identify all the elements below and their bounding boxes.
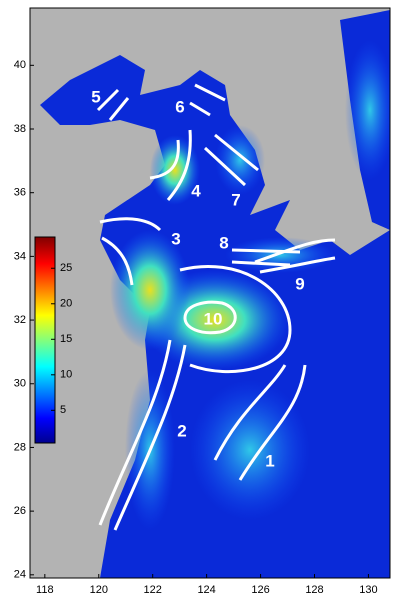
region-label: 8 [219,233,228,252]
x-tick-label: 130 [359,584,377,596]
colorbar-tick-label: 20 [60,298,72,310]
x-tick-label: 120 [90,584,108,596]
colorbar-tick-label: 15 [60,333,72,345]
plot-frame [29,7,391,579]
region-label: 6 [175,97,184,116]
high-zone [150,135,200,205]
colorbar-tick-label: 25 [60,262,72,274]
x-tick-label: 128 [305,584,323,596]
x-tick-label: 126 [251,584,269,596]
y-tick-label: 40 [14,59,26,71]
y-tick-label: 30 [14,378,26,390]
region-label: 7 [231,190,240,209]
y-tick-label: 38 [14,123,26,135]
region-label: 5 [91,87,100,106]
x-tick-label: 122 [144,584,162,596]
region-label: 3 [171,229,180,248]
colorbar-tick-label: 5 [60,404,66,416]
y-tick-label: 32 [14,314,26,326]
high-zone [190,380,310,520]
x-tick-label: 124 [197,584,215,596]
high-zone [215,125,265,195]
region-label: 2 [177,421,186,440]
y-tick-label: 26 [14,505,26,517]
colorbar [34,236,56,444]
y-tick-label: 34 [14,250,26,262]
map-area [30,8,390,578]
region-label: 10 [204,309,223,328]
region-label: 1 [265,451,274,470]
region-label: 9 [295,274,304,293]
high-zone [110,230,190,350]
region-label: 4 [191,181,201,200]
y-tick-label: 36 [14,187,26,199]
front-lines [96,83,336,531]
y-tick-label: 24 [14,569,26,581]
high-zone [345,40,390,180]
x-tick-label: 118 [36,584,54,596]
colorbar-tick-label: 10 [60,369,72,381]
y-tick-label: 28 [14,441,26,453]
